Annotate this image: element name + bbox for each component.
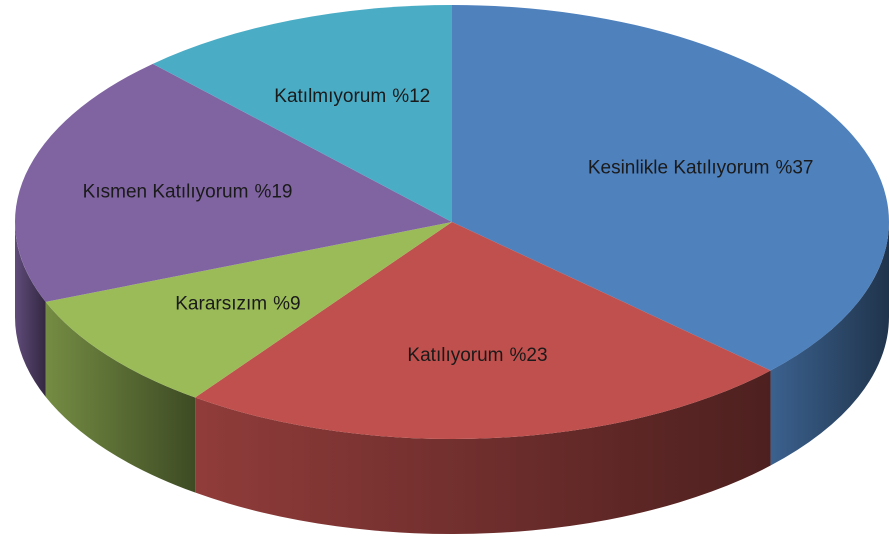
value-label: %9 (273, 293, 300, 314)
slice-side (15, 222, 46, 397)
value-label: %37 (775, 158, 813, 179)
data-label: Kısmen Katılıyorum %19 (83, 182, 293, 203)
data-label: Katılıyorum %23 (407, 345, 547, 366)
value-label: %19 (254, 182, 292, 203)
slice (45, 222, 452, 398)
slice-side (195, 370, 771, 534)
category-name: Kararsızım (175, 293, 267, 314)
category-name: Kesinlikle Katılıyorum (588, 158, 770, 179)
data-label: Kararsızım %9 (175, 293, 300, 314)
slice (152, 5, 453, 222)
slice (452, 5, 889, 371)
value-label: %12 (392, 86, 430, 107)
slice (15, 63, 453, 302)
data-label: Kesinlikle Katılıyorum %37 (588, 158, 814, 179)
data-label: Katılmıyorum %12 (274, 86, 430, 107)
slice (195, 222, 771, 439)
category-name: Katılıyorum (407, 345, 503, 366)
slice-side (770, 222, 889, 466)
value-label: %23 (510, 345, 548, 366)
category-name: Kısmen Katılıyorum (83, 182, 249, 203)
slice-side (45, 301, 196, 493)
category-name: Katılmıyorum (274, 86, 386, 107)
